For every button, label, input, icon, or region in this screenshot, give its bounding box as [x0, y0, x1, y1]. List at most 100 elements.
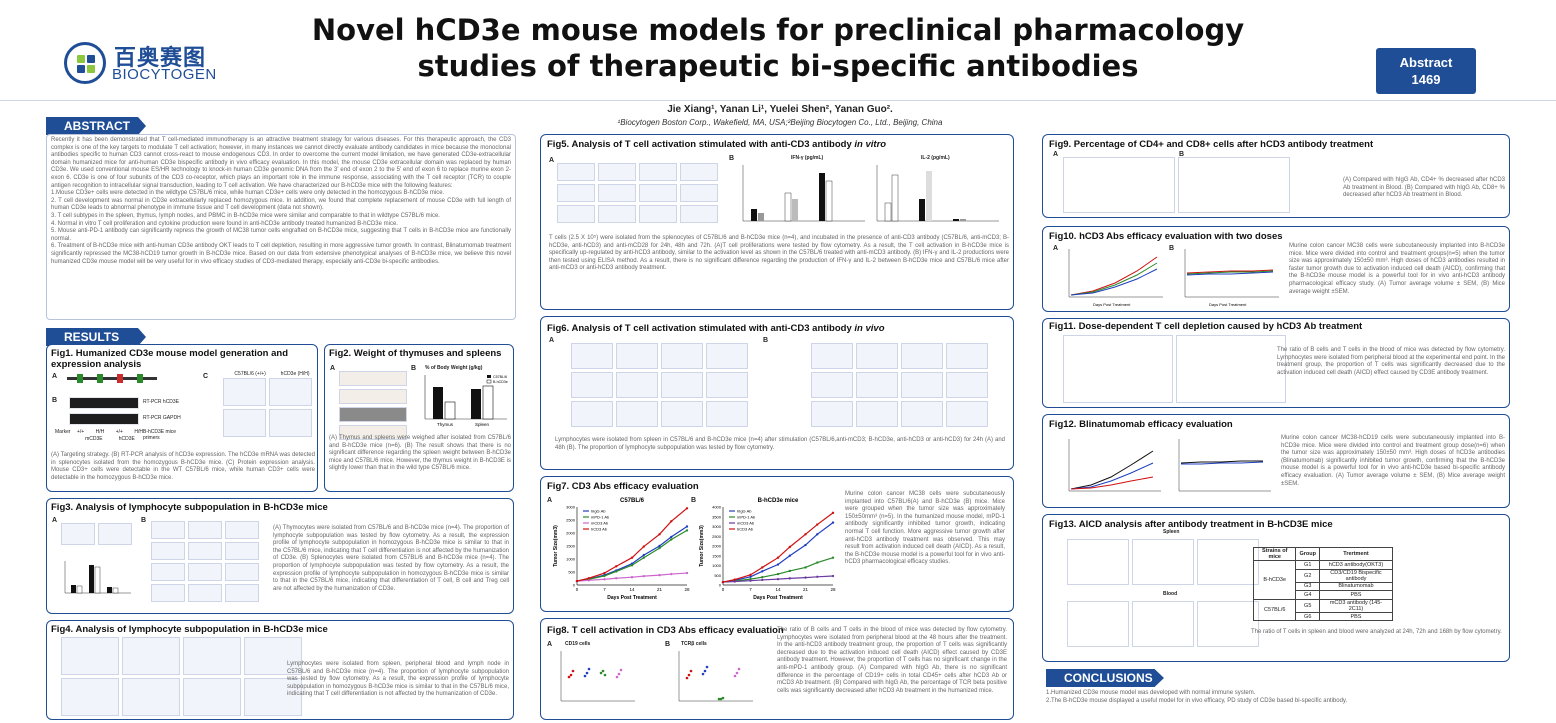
fig7a-point [670, 538, 673, 541]
fig7b-point [816, 523, 819, 526]
abstract-p6: 5. Mouse anti-PD-1 antibody can signific… [51, 228, 511, 242]
fig13-treatment-table: Strains of mice Group Trertment B-hCD3e G1 h… [1252, 547, 1394, 622]
fig7a-ytick: 1000 [566, 557, 576, 562]
fig9-title: Fig9. Percentage of CD4+ and CD8+ cells … [1049, 139, 1374, 150]
fig7a-ylabel: Tumor Size(mm3) [553, 525, 559, 567]
fig7a-point [615, 577, 618, 580]
fig7b-xtick: 0 [722, 587, 725, 592]
fig7b-xtick: 14 [775, 587, 781, 592]
fig7a-point [642, 574, 645, 578]
fig7a-ytick: 1500 [566, 544, 576, 549]
abstract-p1: Recently it has been demonstrated that T… [51, 137, 511, 189]
fig7a-point [587, 577, 590, 580]
fig7b-ytick: 1500 [712, 553, 722, 558]
fig7a-point [615, 565, 618, 568]
fig5-panel: Fig5. Analysis of T cell activation stim… [540, 134, 1014, 310]
fig7b-point [788, 569, 791, 573]
fig7a-series-0 [576, 525, 688, 582]
fig7b-point [761, 570, 764, 573]
fig1-gel-label-1: RT-PCR hCD3E [143, 399, 180, 405]
fig7a-point [685, 571, 689, 575]
abstract-heading: ABSTRACT [46, 117, 146, 135]
fig7a-point [670, 572, 673, 576]
fig7b-point [804, 566, 807, 569]
fig7b-point [788, 545, 791, 549]
fig7b-xtick: 7 [749, 587, 752, 592]
fig2-cat-thymus: Thymus [437, 422, 454, 427]
fig6-title: Fig6. Analysis of T cell activation stim… [547, 323, 885, 334]
fig7a-xtick: 21 [657, 587, 663, 592]
fig7a-legend-1: mPD-1 Ab [591, 515, 610, 520]
fig7a-title: C57BL/6 [620, 498, 645, 504]
fig7b-ytick: 2500 [712, 534, 722, 539]
fig7a-xtick: 14 [629, 587, 635, 592]
logo-text-cn: 百奥赛图 [114, 45, 207, 70]
fig2-bar-chart: Thymus Spleen C57BL/6 B-hCD3e [424, 375, 508, 427]
fig7b-point [776, 556, 780, 559]
header-divider [0, 100, 1556, 101]
fig7a-point [685, 507, 689, 510]
fig7b-ytick: 2000 [712, 544, 722, 549]
fig7a-point [603, 571, 606, 575]
fig5b-ifn-chart [742, 165, 865, 222]
fig7b-point [761, 576, 764, 579]
logo-mark-icon [64, 42, 106, 84]
fig7b-point [804, 533, 807, 536]
fig1-gel-marker-label: Marker [55, 429, 71, 435]
fig3-title: Fig3. Analysis of lymphocyte subpopulati… [51, 502, 328, 513]
fig2-caption: (A) Thymus and spleens were weighed afte… [329, 435, 511, 472]
poster-title: Novel hCD3e mouse models for preclinical… [300, 12, 1256, 84]
fig7b-point [804, 576, 807, 579]
fig7a-point [670, 535, 673, 539]
logo-text-en: BIOCYTOGEN [112, 66, 217, 83]
fig8a-chart-title: CD19 cells [565, 641, 591, 647]
fig1-gel-right-label: B-hCD3E mice primers [143, 429, 177, 441]
biocytogen-logo: 百奥赛图 BIOCYTOGEN [64, 40, 224, 90]
fig1-panel: Fig1. Humanized CD3e mouse model generat… [46, 344, 318, 492]
fig7a-legend-3: hCD3 Ab [591, 527, 608, 532]
fig7b-ytick: 4000 [712, 505, 722, 510]
conclusions-heading: CONCLUSIONS [1046, 669, 1164, 687]
fig7a-point [575, 579, 579, 583]
fig3a-flow-plots [61, 523, 133, 545]
fig5a-histograms [557, 163, 725, 223]
fig1-gel-gapdh [69, 413, 139, 425]
fig11-caption: The ratio of B cells and T cells in the … [1277, 347, 1505, 376]
fig7b-point [776, 572, 780, 576]
fig12a-line-chart [1068, 439, 1161, 492]
fig5-caption: T cells (2.5 X 10⁵) were isolated from t… [549, 235, 1009, 272]
fig1-gel-hcd3e [69, 397, 139, 409]
fig7b-point [761, 566, 764, 569]
fig7b-point [749, 573, 752, 577]
fig4-bar-charts [61, 637, 311, 716]
fig3-caption: (A) Thymocytes were isolated from C57BL/… [273, 525, 509, 592]
fig7b-legend-2: mCD3 Ab [737, 521, 755, 526]
fig7b-point [831, 521, 835, 524]
authors: Jie Xiang¹, Yanan Li¹, Yuelei Shen², Yan… [667, 104, 893, 115]
fig2-organ-photos [339, 371, 409, 440]
fig7b-point [749, 579, 752, 582]
fig7a-legend-2: mCD3 Ab [591, 521, 609, 526]
fig7b-ytick: 500 [714, 573, 721, 578]
fig3a-bar-chart [64, 561, 131, 594]
fig8-panel: Fig8. T cell activation in CD3 Abs effic… [540, 618, 1014, 720]
fig7a-ytick: 2000 [566, 531, 576, 536]
fig12b-line-chart [1178, 439, 1271, 492]
fig1-title: Fig1. Humanized CD3e mouse model generat… [51, 348, 289, 370]
fig2-legend-c57: C57BL/6 [493, 375, 507, 379]
fig7b-ytick: 3500 [712, 514, 722, 519]
results-heading: RESULTS [46, 328, 146, 346]
fig5-chart2-title: IL-2 (pg/mL) [921, 155, 950, 161]
fig1-flow-plots [223, 378, 315, 437]
abstract-badge-number: 1469 [1411, 72, 1441, 87]
fig7a-point [658, 533, 661, 536]
fig7a-ytick: 2500 [566, 518, 576, 523]
fig4-caption: Lymphocytes were isolated from spleen, p… [287, 661, 509, 698]
fig7b-point [831, 511, 835, 515]
fig7-caption: Murine colon cancer MC38 cells were subc… [845, 491, 1005, 566]
fig11-scatter-plots [1063, 335, 1303, 403]
fig7a-ytick: 0 [573, 583, 576, 588]
fig7b-ytick: 3000 [712, 524, 722, 529]
fig9-scatter-plots [1063, 157, 1303, 213]
